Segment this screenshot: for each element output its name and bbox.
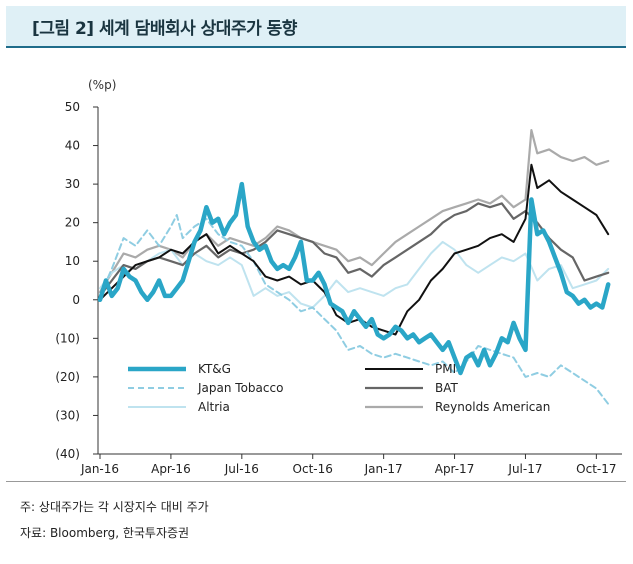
series-line-japan-tobacco (99, 214, 610, 405)
y-tick-label: 30 (65, 177, 80, 191)
legend-label: KT&G (198, 362, 231, 376)
series-line-bat (98, 202, 610, 297)
chart-note: 주: 상대주가는 각 시장지수 대비 주가 (20, 500, 209, 514)
y-tick-label: (30) (55, 408, 80, 422)
series-line-kt-g (97, 181, 611, 376)
legend-label: Japan Tobacco (197, 381, 283, 395)
x-tick-label: Oct-16 (293, 462, 333, 476)
legend-label: Altria (198, 400, 230, 414)
x-tick-label: Oct-17 (576, 462, 616, 476)
x-tick-label: Jul-16 (224, 462, 259, 476)
chart-source: 자료: Bloomberg, 한국투자증권 (20, 526, 190, 540)
y-tick-label: (10) (55, 331, 80, 345)
x-tick-label: Apr-17 (435, 462, 475, 476)
y-tick-label: 20 (65, 216, 80, 230)
y-tick-label: 50 (65, 100, 80, 114)
y-unit-label: (%p) (88, 78, 117, 92)
x-tick-label: Jan-16 (80, 462, 119, 476)
figure-title: [그림 2] 세계 담배회사 상대주가 동향 (32, 19, 297, 39)
x-tick-label: Apr-16 (151, 462, 191, 476)
y-tick-label: (40) (55, 447, 80, 461)
footer-divider (6, 481, 626, 482)
x-tick-label: Jan-17 (364, 462, 403, 476)
legend-label: BAT (435, 381, 459, 395)
series-line-pmi (99, 163, 610, 336)
y-tick-label: 10 (65, 254, 80, 268)
y-tick-label: 40 (65, 139, 80, 153)
x-tick-label: Jul-17 (507, 462, 542, 476)
y-tick-label: 0 (72, 293, 80, 307)
legend-label: PMI (435, 362, 456, 376)
figure-title-bar: [그림 2] 세계 담배회사 상대주가 동향 (6, 6, 626, 48)
y-tick-label: (20) (55, 370, 80, 384)
series-line-reynolds-american (98, 129, 610, 294)
legend-label: Reynolds American (435, 400, 550, 414)
